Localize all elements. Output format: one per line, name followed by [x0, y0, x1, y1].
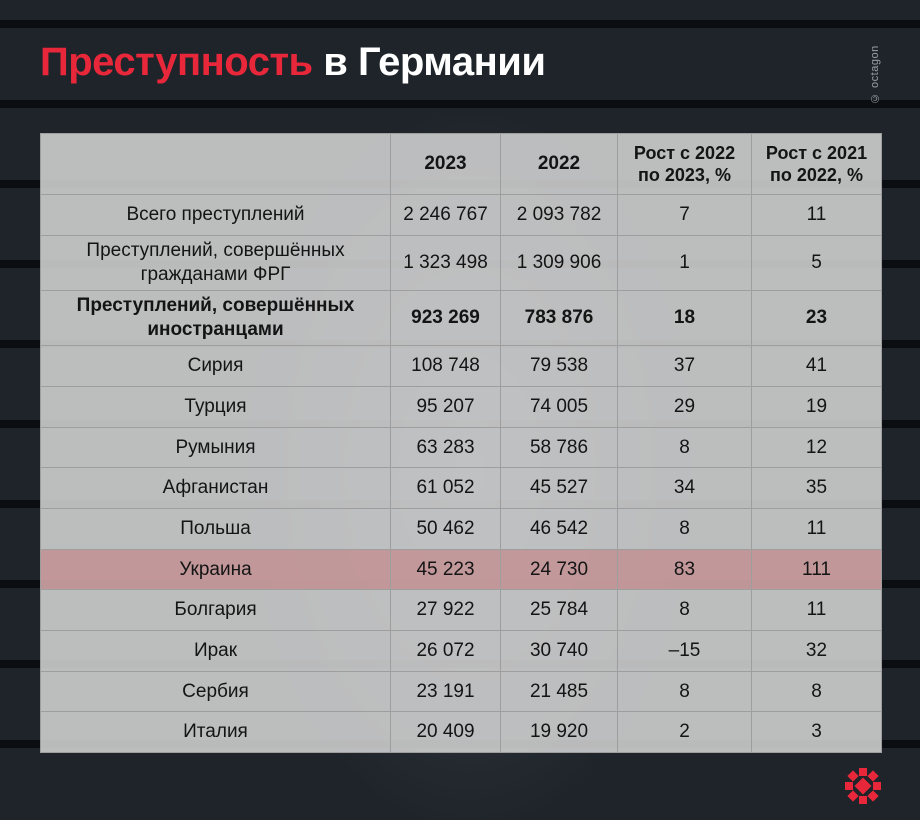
growth-21-22: 3: [751, 711, 882, 753]
row-label: Всего преступлений: [40, 194, 391, 236]
value-2023: 27 922: [390, 589, 501, 631]
header-growth-21-22: Рост с 2021 по 2022, %: [751, 133, 882, 195]
table-row: Турция 95 207 74 005 29 19: [40, 385, 882, 428]
table-row: Афганистан 61 052 45 527 34 35: [40, 467, 882, 509]
value-2022: 21 485: [500, 670, 618, 713]
growth-22-23: 2: [617, 711, 752, 753]
table-row: Преступлений, совершённых иностранцами 92…: [40, 289, 882, 347]
header-empty: [40, 133, 391, 195]
value-2023: 50 462: [390, 507, 501, 550]
table-header-row: 2023 2022 Рост с 2022 по 2023, % Рост с …: [40, 133, 882, 195]
value-2022: 79 538: [500, 345, 618, 387]
value-2022: 45 527: [500, 467, 618, 509]
row-label: Ирак: [40, 629, 391, 672]
growth-22-23: 37: [617, 345, 752, 387]
row-label: Турция: [40, 385, 391, 428]
growth-21-22: 19: [751, 385, 882, 428]
crime-table-panel: 2023 2022 Рост с 2022 по 2023, % Рост с …: [40, 133, 882, 753]
value-2022: 30 740: [500, 629, 618, 672]
table-row: Преступлений, совершённых гражданами ФРГ…: [40, 234, 882, 291]
table-row: Украина 45 223 24 730 83 111: [40, 548, 882, 591]
row-label: Польша: [40, 507, 391, 550]
header-2023: 2023: [390, 133, 501, 195]
table-row: Сербия 23 191 21 485 8 8: [40, 670, 882, 713]
table-row: Ирак 26 072 30 740 –15 32: [40, 629, 882, 672]
row-label: Италия: [40, 711, 391, 753]
growth-21-22: 41: [751, 345, 882, 387]
growth-22-23: 7: [617, 194, 752, 236]
crime-statistics-table: 2023 2022 Рост с 2022 по 2023, % Рост с …: [40, 133, 882, 753]
value-2023: 23 191: [390, 670, 501, 713]
value-2023: 923 269: [390, 289, 501, 347]
growth-21-22: 8: [751, 670, 882, 713]
page-title: Преступность в Германии: [40, 40, 546, 84]
value-2022: 24 730: [500, 548, 618, 591]
growth-22-23: 1: [617, 234, 752, 291]
table-row: Всего преступлений 2 246 767 2 093 782 7 11: [40, 194, 882, 236]
growth-21-22: 11: [751, 194, 882, 236]
row-label: Болгария: [40, 589, 391, 631]
table-row: Польша 50 462 46 542 8 11: [40, 507, 882, 550]
growth-21-22: 35: [751, 467, 882, 509]
table-row: Болгария 27 922 25 784 8 11: [40, 589, 882, 631]
growth-22-23: 29: [617, 385, 752, 428]
title-rest: в Германии: [312, 40, 546, 84]
growth-21-22: 11: [751, 507, 882, 550]
title-highlight: Преступность: [40, 40, 313, 84]
value-2022: 1 309 906: [500, 234, 618, 291]
growth-21-22: 32: [751, 629, 882, 672]
row-label: Сирия: [40, 345, 391, 387]
growth-21-22: 111: [751, 548, 882, 591]
value-2022: 2 093 782: [500, 194, 618, 236]
value-2023: 45 223: [390, 548, 501, 591]
row-label: Преступлений, совершённых иностранцами: [40, 289, 391, 347]
value-2023: 95 207: [390, 385, 501, 428]
value-2023: 26 072: [390, 629, 501, 672]
growth-22-23: 8: [617, 670, 752, 713]
growth-22-23: 8: [617, 589, 752, 631]
growth-22-23: 18: [617, 289, 752, 347]
value-2022: 58 786: [500, 426, 618, 469]
value-2022: 19 920: [500, 711, 618, 753]
header-2022: 2022: [500, 133, 618, 195]
growth-22-23: 83: [617, 548, 752, 591]
value-2023: 2 246 767: [390, 194, 501, 236]
row-label: Украина: [40, 548, 391, 591]
header-growth-22-23: Рост с 2022 по 2023, %: [617, 133, 752, 195]
copyright-watermark: © octagon: [869, 45, 881, 105]
row-label: Сербия: [40, 670, 391, 713]
value-2023: 1 323 498: [390, 234, 501, 291]
value-2022: 46 542: [500, 507, 618, 550]
growth-21-22: 23: [751, 289, 882, 347]
growth-22-23: 8: [617, 507, 752, 550]
table-row: Италия 20 409 19 920 2 3: [40, 711, 882, 753]
value-2023: 20 409: [390, 711, 501, 753]
value-2022: 783 876: [500, 289, 618, 347]
growth-22-23: 34: [617, 467, 752, 509]
value-2023: 61 052: [390, 467, 501, 509]
table-row: Сирия 108 748 79 538 37 41: [40, 345, 882, 387]
growth-22-23: –15: [617, 629, 752, 672]
value-2023: 108 748: [390, 345, 501, 387]
growth-22-23: 8: [617, 426, 752, 469]
growth-21-22: 5: [751, 234, 882, 291]
octagon-logo-icon: [845, 768, 881, 804]
growth-21-22: 11: [751, 589, 882, 631]
table-row: Румыния 63 283 58 786 8 12: [40, 426, 882, 469]
row-label: Афганистан: [40, 467, 391, 509]
value-2023: 63 283: [390, 426, 501, 469]
value-2022: 74 005: [500, 385, 618, 428]
value-2022: 25 784: [500, 589, 618, 631]
growth-21-22: 12: [751, 426, 882, 469]
row-label: Преступлений, совершённых гражданами ФРГ: [40, 234, 391, 291]
row-label: Румыния: [40, 426, 391, 469]
